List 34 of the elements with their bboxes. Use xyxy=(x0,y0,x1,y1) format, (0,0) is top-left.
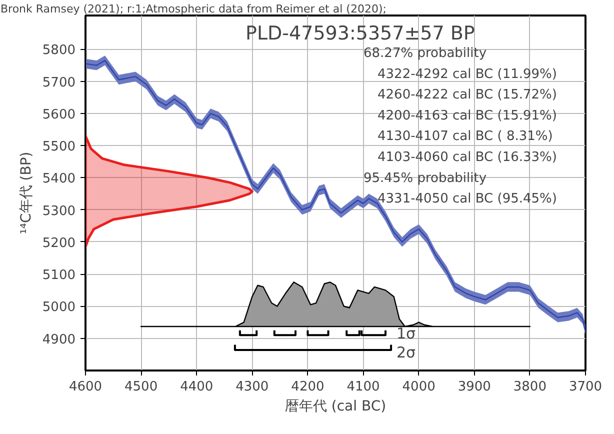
y-tick-label: 5000 xyxy=(42,300,76,316)
annotation: 4130-4107 cal BC ( 8.31%) xyxy=(378,129,553,144)
x-tick-label: 4300 xyxy=(236,380,269,394)
y-tick-label: 5300 xyxy=(42,204,76,219)
annotation: 68.27% probability xyxy=(364,46,487,61)
annotation: Bronk Ramsey (2021); r:1;Atmospheric data from Reimer et al (2020); xyxy=(0,2,386,16)
y-tick-label: 5700 xyxy=(42,75,76,90)
annotation: 95.45% probability xyxy=(364,170,487,186)
y-tick-label: 5100 xyxy=(42,268,76,284)
chart-title: PLD-47593:5357±57 BP xyxy=(246,22,475,44)
x-tick-label: 4500 xyxy=(124,380,158,394)
x-tick-label: 3900 xyxy=(458,380,491,394)
x-tick-label: 4000 xyxy=(402,380,436,394)
x-tick-label: 4400 xyxy=(180,380,214,394)
x-axis-title: 暦年代 (cal BC) xyxy=(284,398,386,414)
annotation: 4322-4292 cal BC (11.99%) xyxy=(378,66,557,82)
x-tick-label: 4200 xyxy=(291,380,324,394)
annotation: 2σ xyxy=(396,344,416,362)
annotation: 4200-4163 cal BC (15.91%) xyxy=(378,108,557,124)
x-tick-label: 4600 xyxy=(68,380,102,394)
y-tick-label: 4900 xyxy=(42,332,76,348)
annotation: 4260-4222 cal BC (15.72%) xyxy=(378,88,557,103)
y-tick-label: 5200 xyxy=(42,236,76,251)
x-tick-label: 3700 xyxy=(568,380,602,394)
x-tick-label: 3800 xyxy=(513,380,546,394)
annotation: 4331-4050 cal BC (95.45%) xyxy=(378,192,557,207)
y-tick-label: 5400 xyxy=(42,172,76,187)
y-tick-label: 5800 xyxy=(42,43,76,58)
annotation: 1σ xyxy=(396,324,416,342)
x-tick-label: 4100 xyxy=(346,380,380,394)
y-tick-label: 5500 xyxy=(42,140,76,155)
y-tick-label: 5600 xyxy=(42,107,76,122)
annotation: 4103-4060 cal BC (16.33%) xyxy=(378,150,557,165)
y-axis-title: ¹⁴C年代 (BP) xyxy=(18,152,34,234)
